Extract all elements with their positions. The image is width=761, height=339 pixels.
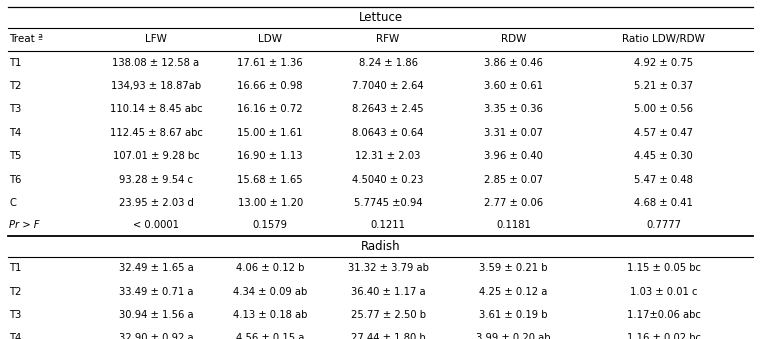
- Text: 4.92 ± 0.75: 4.92 ± 0.75: [634, 58, 693, 67]
- Text: 33.49 ± 0.71 a: 33.49 ± 0.71 a: [119, 287, 193, 297]
- Text: Radish: Radish: [361, 240, 400, 253]
- Text: 1.17±0.06 abc: 1.17±0.06 abc: [626, 310, 701, 320]
- Text: 23.95 ± 2.03 d: 23.95 ± 2.03 d: [119, 198, 193, 208]
- Text: 8.0643 ± 0.64: 8.0643 ± 0.64: [352, 128, 424, 138]
- Text: 1.15 ± 0.05 bc: 1.15 ± 0.05 bc: [626, 263, 701, 273]
- Text: 3.96 ± 0.40: 3.96 ± 0.40: [484, 151, 543, 161]
- Text: T4: T4: [9, 128, 21, 138]
- Text: T1: T1: [9, 263, 21, 273]
- Text: 4.57 ± 0.47: 4.57 ± 0.47: [634, 128, 693, 138]
- Text: 134,93 ± 18.87ab: 134,93 ± 18.87ab: [111, 81, 201, 91]
- Text: 13.00 ± 1.20: 13.00 ± 1.20: [237, 198, 303, 208]
- Text: 0.1579: 0.1579: [253, 220, 288, 230]
- Text: 32.49 ± 1.65 a: 32.49 ± 1.65 a: [119, 263, 193, 273]
- Text: LFW: LFW: [145, 34, 167, 44]
- Text: 3.59 ± 0.21 b: 3.59 ± 0.21 b: [479, 263, 548, 273]
- Text: 2.85 ± 0.07: 2.85 ± 0.07: [484, 175, 543, 184]
- Text: 0.7777: 0.7777: [646, 220, 681, 230]
- Text: 110.14 ± 8.45 abc: 110.14 ± 8.45 abc: [110, 104, 202, 114]
- Text: 3.61 ± 0.19 b: 3.61 ± 0.19 b: [479, 310, 548, 320]
- Text: RDW: RDW: [501, 34, 527, 44]
- Text: Ratio LDW/RDW: Ratio LDW/RDW: [622, 34, 705, 44]
- Text: 30.94 ± 1.56 a: 30.94 ± 1.56 a: [119, 310, 193, 320]
- Text: 0.1181: 0.1181: [496, 220, 531, 230]
- Text: 12.31 ± 2.03: 12.31 ± 2.03: [355, 151, 421, 161]
- Text: 5.00 ± 0.56: 5.00 ± 0.56: [634, 104, 693, 114]
- Text: T1: T1: [9, 58, 21, 67]
- Text: 5.47 ± 0.48: 5.47 ± 0.48: [634, 175, 693, 184]
- Text: 25.77 ± 2.50 b: 25.77 ± 2.50 b: [351, 310, 425, 320]
- Text: 8.24 ± 1.86: 8.24 ± 1.86: [358, 58, 418, 67]
- Text: 93.28 ± 9.54 c: 93.28 ± 9.54 c: [119, 175, 193, 184]
- Text: 4.34 ± 0.09 ab: 4.34 ± 0.09 ab: [233, 287, 307, 297]
- Text: LDW: LDW: [258, 34, 282, 44]
- Text: RFW: RFW: [377, 34, 400, 44]
- Text: 4.5040 ± 0.23: 4.5040 ± 0.23: [352, 175, 424, 184]
- Text: 1.16 ± 0.02 bc: 1.16 ± 0.02 bc: [626, 334, 701, 339]
- Text: 16.16 ± 0.72: 16.16 ± 0.72: [237, 104, 303, 114]
- Text: 3.60 ± 0.61: 3.60 ± 0.61: [484, 81, 543, 91]
- Text: T5: T5: [9, 151, 21, 161]
- Text: 17.61 ± 1.36: 17.61 ± 1.36: [237, 58, 303, 67]
- Text: 0.1211: 0.1211: [371, 220, 406, 230]
- Text: T4: T4: [9, 334, 21, 339]
- Text: 138.08 ± 12.58 a: 138.08 ± 12.58 a: [113, 58, 199, 67]
- Text: 4.56 ± 0.15 a: 4.56 ± 0.15 a: [236, 334, 304, 339]
- Text: 3.99 ± 0.20 ab: 3.99 ± 0.20 ab: [476, 334, 551, 339]
- Text: 1.03 ± 0.01 c: 1.03 ± 0.01 c: [630, 287, 697, 297]
- Text: T2: T2: [9, 81, 21, 91]
- Text: 112.45 ± 8.67 abc: 112.45 ± 8.67 abc: [110, 128, 202, 138]
- Text: 36.40 ± 1.17 a: 36.40 ± 1.17 a: [351, 287, 425, 297]
- Text: C: C: [9, 198, 16, 208]
- Text: 4.25 ± 0.12 a: 4.25 ± 0.12 a: [479, 287, 548, 297]
- Text: T3: T3: [9, 104, 21, 114]
- Text: 5.21 ± 0.37: 5.21 ± 0.37: [634, 81, 693, 91]
- Text: 7.7040 ± 2.64: 7.7040 ± 2.64: [352, 81, 424, 91]
- Text: 4.68 ± 0.41: 4.68 ± 0.41: [634, 198, 693, 208]
- Text: Pr > F: Pr > F: [9, 220, 40, 230]
- Text: 31.32 ± 3.79 ab: 31.32 ± 3.79 ab: [348, 263, 428, 273]
- Text: Treat ª: Treat ª: [9, 34, 43, 44]
- Text: 2.77 ± 0.06: 2.77 ± 0.06: [484, 198, 543, 208]
- Text: 16.90 ± 1.13: 16.90 ± 1.13: [237, 151, 303, 161]
- Text: Lettuce: Lettuce: [358, 11, 403, 24]
- Text: 5.7745 ±0.94: 5.7745 ±0.94: [354, 198, 422, 208]
- Text: < 0.0001: < 0.0001: [133, 220, 179, 230]
- Text: T6: T6: [9, 175, 21, 184]
- Text: 4.45 ± 0.30: 4.45 ± 0.30: [634, 151, 693, 161]
- Text: 4.06 ± 0.12 b: 4.06 ± 0.12 b: [236, 263, 304, 273]
- Text: 32.90 ± 0.92 a: 32.90 ± 0.92 a: [119, 334, 193, 339]
- Text: T3: T3: [9, 310, 21, 320]
- Text: 107.01 ± 9.28 bc: 107.01 ± 9.28 bc: [113, 151, 199, 161]
- Text: 27.44 ± 1.80 b: 27.44 ± 1.80 b: [351, 334, 425, 339]
- Text: 3.31 ± 0.07: 3.31 ± 0.07: [484, 128, 543, 138]
- Text: 15.68 ± 1.65: 15.68 ± 1.65: [237, 175, 303, 184]
- Text: T2: T2: [9, 287, 21, 297]
- Text: 4.13 ± 0.18 ab: 4.13 ± 0.18 ab: [233, 310, 307, 320]
- Text: 16.66 ± 0.98: 16.66 ± 0.98: [237, 81, 303, 91]
- Text: 3.86 ± 0.46: 3.86 ± 0.46: [484, 58, 543, 67]
- Text: 8.2643 ± 2.45: 8.2643 ± 2.45: [352, 104, 424, 114]
- Text: 15.00 ± 1.61: 15.00 ± 1.61: [237, 128, 303, 138]
- Text: 3.35 ± 0.36: 3.35 ± 0.36: [484, 104, 543, 114]
